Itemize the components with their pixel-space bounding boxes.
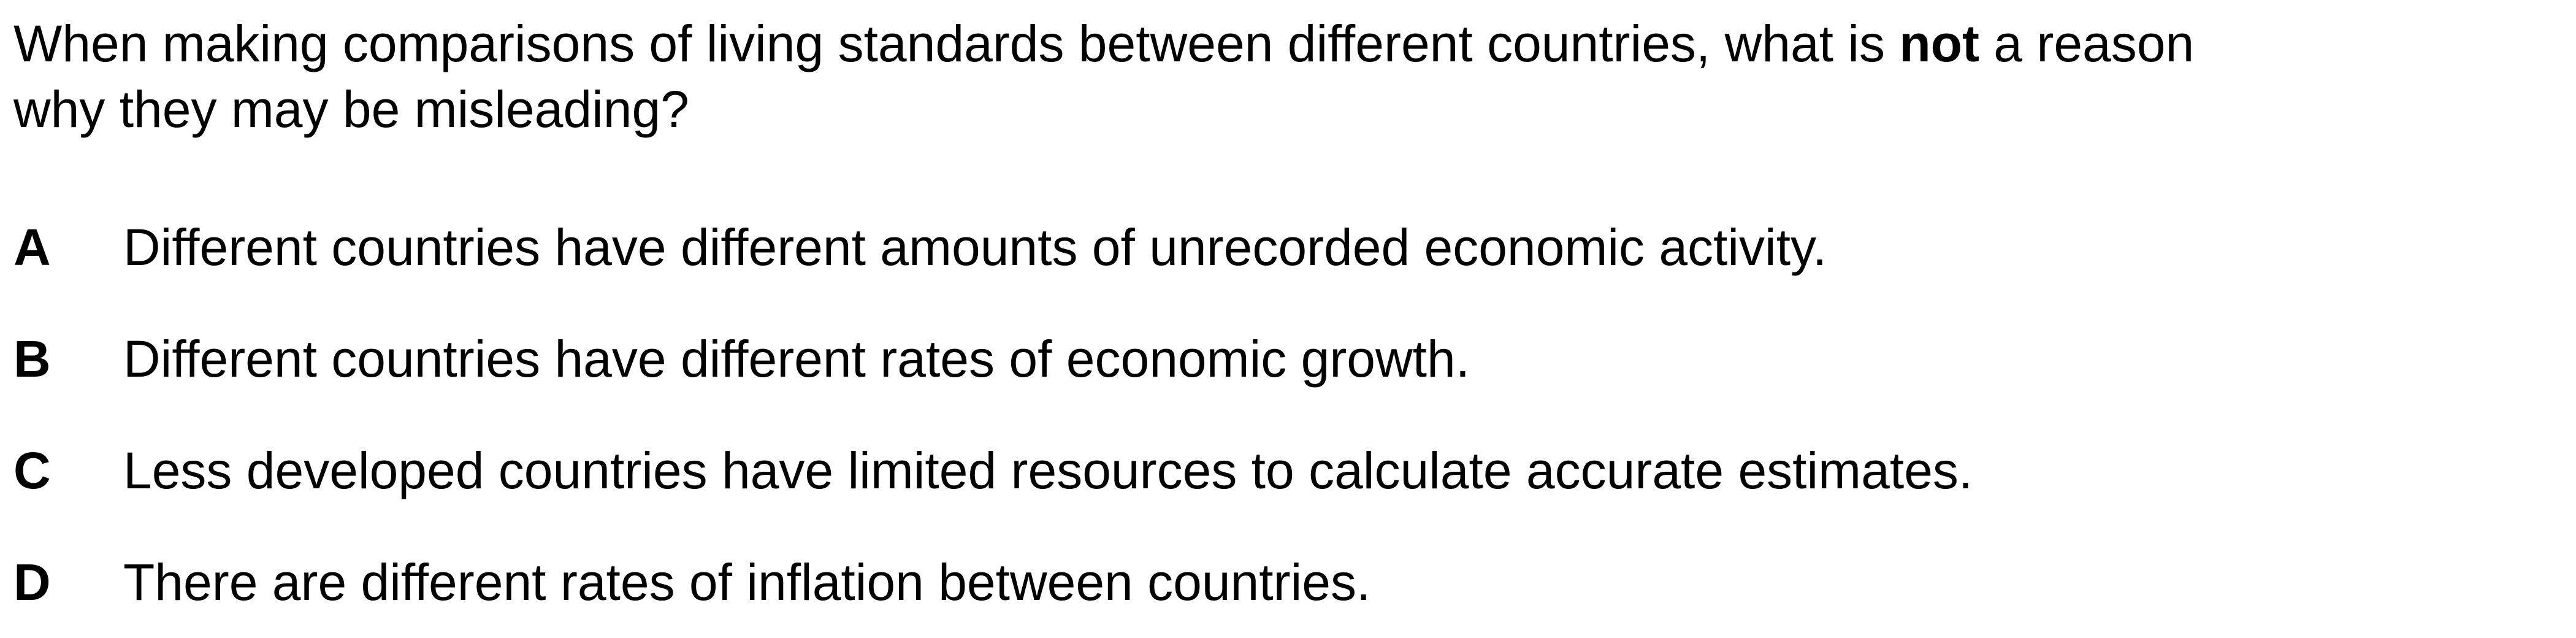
question-emphasis: not [1899, 15, 1979, 72]
option-letter: A [13, 218, 51, 276]
answer-option-a: A Different countries have different amo… [13, 191, 2540, 303]
question-stem: When making comparisons of living standa… [13, 11, 2540, 142]
question-page: When making comparisons of living standa… [13, 11, 2540, 611]
option-letter: B [13, 329, 51, 388]
option-letter: C [13, 441, 51, 499]
question-line-2: why they may be misleading? [13, 80, 689, 138]
option-text: There are different rates of inflation b… [123, 553, 1371, 611]
option-text: Different countries have different rates… [123, 329, 1470, 388]
answer-options: A Different countries have different amo… [13, 191, 2540, 638]
question-text-after-emphasis: a reason [1979, 15, 2195, 72]
answer-option-c: C Less developed countries have limited … [13, 415, 2540, 526]
option-letter: D [13, 553, 51, 611]
option-text: Different countries have different amoun… [123, 218, 1827, 276]
question-text-before-emphasis: When making comparisons of living standa… [13, 15, 1900, 72]
answer-option-d: D There are different rates of inflation… [13, 526, 2540, 638]
option-text: Less developed countries have limited re… [123, 441, 1973, 499]
answer-option-b: B Different countries have different rat… [13, 303, 2540, 415]
question-line-1: When making comparisons of living standa… [13, 11, 2540, 77]
